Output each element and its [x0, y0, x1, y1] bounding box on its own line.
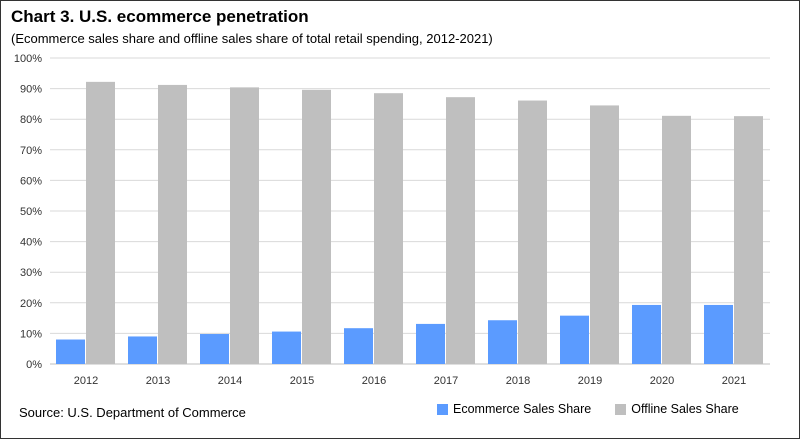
bar-ecommerce	[56, 339, 85, 364]
x-tick-label: 2013	[146, 375, 170, 387]
chart-subtitle: (Ecommerce sales share and offline sales…	[11, 31, 493, 46]
bar-ecommerce	[344, 328, 373, 364]
bar-ecommerce	[632, 304, 661, 364]
y-tick-label: 80%	[20, 114, 42, 126]
x-tick-label: 2019	[578, 375, 602, 387]
chart-source: Source: U.S. Department of Commerce	[19, 405, 246, 420]
bar-offline	[374, 93, 403, 364]
bar-ecommerce	[488, 320, 517, 364]
legend-item-offline: Offline Sales Share	[615, 402, 739, 416]
bar-offline	[302, 89, 331, 364]
bar-ecommerce	[272, 331, 301, 364]
bar-offline	[230, 87, 259, 364]
y-tick-label: 20%	[20, 298, 42, 310]
x-tick-label: 2020	[650, 375, 674, 387]
x-tick-label: 2015	[290, 375, 314, 387]
y-tick-label: 10%	[20, 328, 42, 340]
bar-ecommerce	[416, 323, 445, 364]
bar-offline	[662, 115, 691, 364]
bar-offline	[86, 81, 115, 365]
bar-offline	[518, 100, 547, 364]
bar-ecommerce	[560, 315, 589, 364]
y-tick-label: 40%	[20, 237, 42, 249]
x-tick-label: 2012	[74, 375, 98, 387]
bar-ecommerce	[200, 334, 229, 364]
y-tick-label: 30%	[20, 267, 42, 279]
chart-legend: Ecommerce Sales Share Offline Sales Shar…	[437, 402, 763, 416]
y-tick-label: 90%	[20, 84, 42, 96]
bar-offline	[590, 105, 619, 365]
legend-item-ecommerce: Ecommerce Sales Share	[437, 402, 591, 416]
x-tick-label: 2016	[362, 375, 386, 387]
y-tick-label: 50%	[20, 206, 42, 218]
legend-swatch-offline	[615, 403, 627, 415]
legend-swatch-ecommerce	[437, 403, 448, 415]
x-tick-label: 2018	[506, 375, 530, 387]
chart-title: Chart 3. U.S. ecommerce penetration	[11, 7, 309, 26]
bar-offline	[158, 84, 187, 364]
y-tick-label: 60%	[20, 175, 42, 187]
x-tick-label: 2017	[434, 375, 458, 387]
bar-offline	[734, 116, 763, 364]
bar-ecommerce	[704, 304, 733, 364]
legend-label-offline: Offline Sales Share	[631, 402, 739, 416]
legend-label-ecommerce: Ecommerce Sales Share	[453, 402, 592, 416]
x-tick-label: 2014	[218, 375, 242, 387]
x-tick-label: 2021	[722, 375, 746, 387]
bar-offline	[446, 97, 475, 364]
bar-ecommerce	[128, 336, 157, 364]
y-tick-label: 0%	[26, 359, 42, 371]
y-tick-label: 70%	[20, 145, 42, 157]
y-tick-label: 100%	[14, 53, 42, 65]
